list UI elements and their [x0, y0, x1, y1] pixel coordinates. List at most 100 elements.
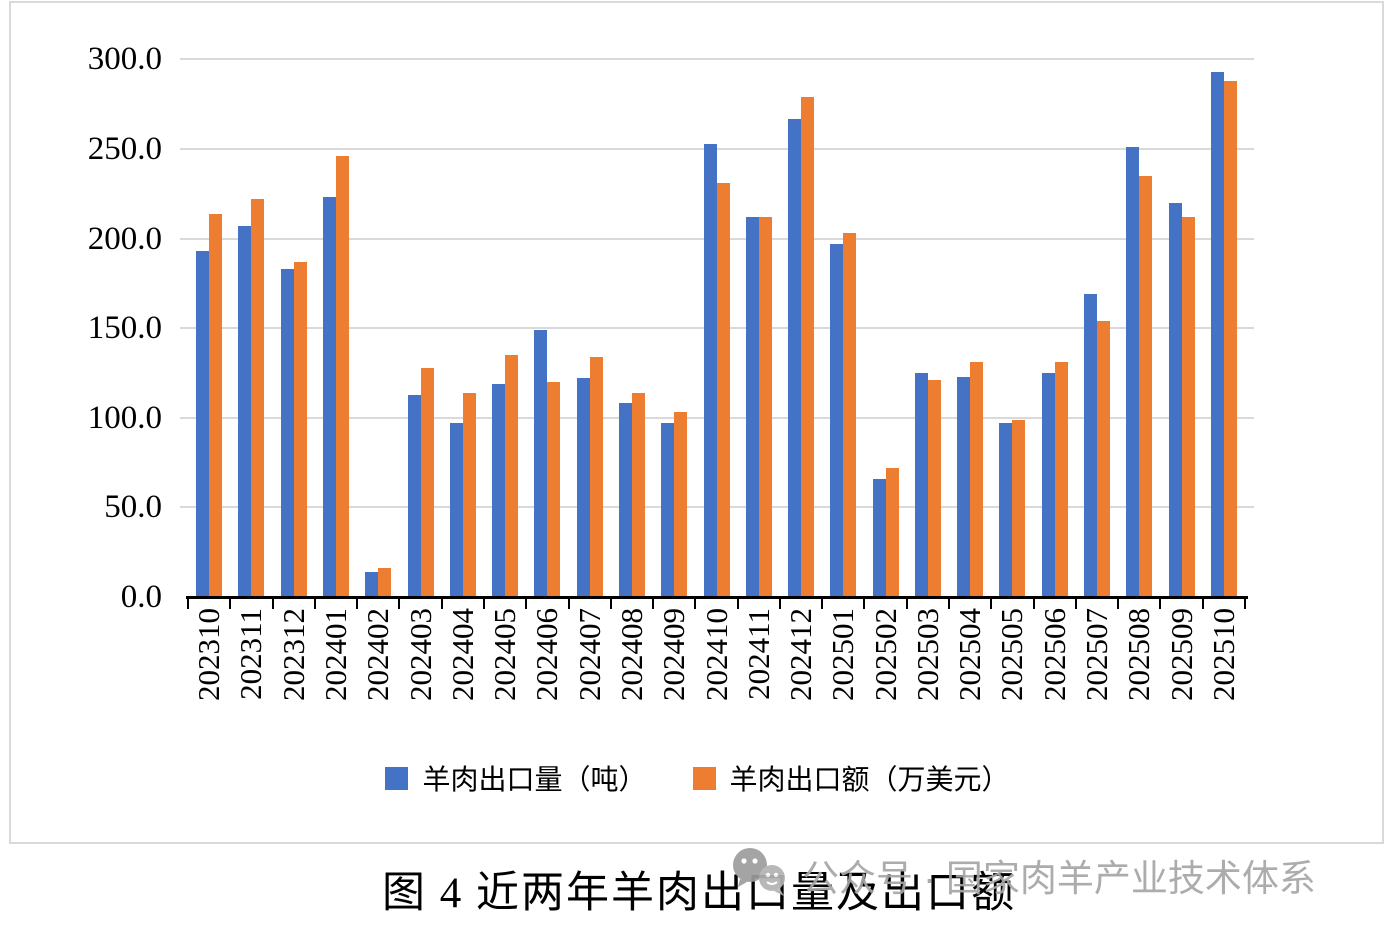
x-tick-label: 202510: [1206, 608, 1241, 701]
x-tick-label: 202411: [741, 608, 776, 700]
bar-202508-volume: [1126, 147, 1139, 597]
bar-202508-value: [1139, 176, 1152, 597]
x-axis-tick: [694, 599, 696, 609]
bar-202403-volume: [408, 395, 421, 597]
bar-202506-volume: [1042, 373, 1055, 597]
bar-202502-value: [886, 468, 899, 597]
bar-202409-volume: [661, 423, 674, 597]
x-tick-label: 202408: [614, 608, 649, 701]
bar-202501-value: [843, 233, 856, 597]
bar-202506-value: [1055, 362, 1068, 597]
bar-202509-volume: [1169, 203, 1182, 597]
x-axis-tick: [525, 599, 527, 609]
x-axis-tick: [1159, 599, 1161, 609]
bar-202503-volume: [915, 373, 928, 597]
x-tick-label: 202508: [1121, 608, 1156, 701]
x-axis-tick: [356, 599, 358, 609]
x-tick-label: 202503: [910, 608, 945, 701]
bar-202310-volume: [196, 251, 209, 597]
bar-202505-value: [1012, 420, 1025, 597]
x-axis-tick: [821, 599, 823, 609]
x-tick-label: 202401: [318, 608, 353, 701]
bar-202407-volume: [577, 378, 590, 597]
x-axis-tick: [610, 599, 612, 609]
bar-202510-volume: [1211, 72, 1224, 597]
bar-202507-value: [1097, 321, 1110, 597]
x-tick-label: 202402: [360, 608, 395, 701]
x-tick-label: 202403: [403, 608, 438, 701]
bar-202405-value: [505, 355, 518, 597]
y-tick-label: 150.0: [87, 310, 162, 346]
bar-202401-volume: [323, 197, 336, 597]
bar-202401-value: [336, 156, 349, 597]
bar-202408-volume: [619, 403, 632, 597]
bar-202507-volume: [1084, 294, 1097, 597]
x-tick-label: 202312: [276, 608, 311, 701]
bar-202504-volume: [957, 377, 970, 597]
bar-202312-value: [294, 262, 307, 597]
x-axis-tick: [568, 599, 570, 609]
x-tick-label: 202501: [825, 608, 860, 701]
bar-202410-volume: [704, 144, 717, 597]
bar-202411-volume: [746, 217, 759, 597]
bar-202311-volume: [238, 226, 251, 597]
x-tick-label: 202504: [952, 608, 987, 701]
x-axis-tick: [1244, 599, 1246, 609]
wechat-icon: [728, 846, 792, 903]
bar-202502-volume: [873, 479, 886, 597]
x-axis-tick: [906, 599, 908, 609]
x-axis-tick: [948, 599, 950, 609]
x-axis-tick: [187, 599, 189, 609]
x-axis-tick: [483, 599, 485, 609]
bar-202505-volume: [999, 423, 1012, 597]
bar-202404-value: [463, 393, 476, 597]
x-axis-tick: [441, 599, 443, 609]
bar-202406-volume: [534, 330, 547, 597]
legend-label-export-value: 羊肉出口额（万美元）: [729, 765, 1010, 796]
bar-202504-value: [970, 362, 983, 597]
x-axis-tick: [229, 599, 231, 609]
x-axis-tick: [1033, 599, 1035, 609]
bar-202409-value: [674, 412, 687, 597]
y-tick-label: 200.0: [87, 221, 162, 257]
bar-202411-value: [759, 217, 772, 597]
y-tick-label: 100.0: [87, 400, 162, 436]
x-tick-label: 202406: [529, 608, 564, 701]
x-tick-label: 202407: [572, 608, 607, 701]
bar-202410-value: [717, 183, 730, 597]
x-tick-label: 202410: [699, 608, 734, 701]
bar-202402-volume: [365, 572, 378, 597]
bar-202408-value: [632, 393, 645, 597]
watermark-text: 公众号 · 国家肉羊产业技术体系: [802, 857, 1316, 899]
x-axis-tick: [863, 599, 865, 609]
legend-swatch-orange: [692, 766, 716, 790]
bar-202311-value: [251, 199, 264, 597]
x-axis-tick: [314, 599, 316, 609]
x-tick-label: 202405: [487, 608, 522, 701]
x-tick-label: 202505: [994, 608, 1029, 701]
y-tick-label: 250.0: [87, 131, 162, 167]
x-axis-tick: [652, 599, 654, 609]
bar-202503-value: [928, 380, 941, 597]
x-tick-label: 202310: [191, 608, 226, 701]
bar-202312-volume: [281, 269, 294, 597]
x-axis-tick: [779, 599, 781, 609]
y-tick-label: 0.0: [120, 579, 162, 615]
bar-202406-value: [547, 382, 560, 597]
x-tick-label: 202404: [445, 608, 480, 701]
bar-202412-value: [801, 97, 814, 597]
figure-caption: 图 4 近两年羊肉出口量及出口额: [382, 870, 1016, 917]
x-axis-tick: [1075, 599, 1077, 609]
legend-swatch-blue: [385, 766, 409, 790]
x-axis-tick: [737, 599, 739, 609]
x-tick-label: 202409: [656, 608, 691, 701]
y-tick-label: 300.0: [87, 41, 162, 77]
bar-202509-value: [1182, 217, 1195, 597]
x-tick-label: 202502: [868, 608, 903, 701]
watermark: 公众号 · 国家肉羊产业技术体系: [728, 846, 1316, 903]
y-tick-label: 50.0: [104, 489, 162, 525]
bar-202501-volume: [830, 244, 843, 597]
bar-202405-volume: [492, 384, 505, 597]
bar-202412-volume: [788, 119, 801, 597]
